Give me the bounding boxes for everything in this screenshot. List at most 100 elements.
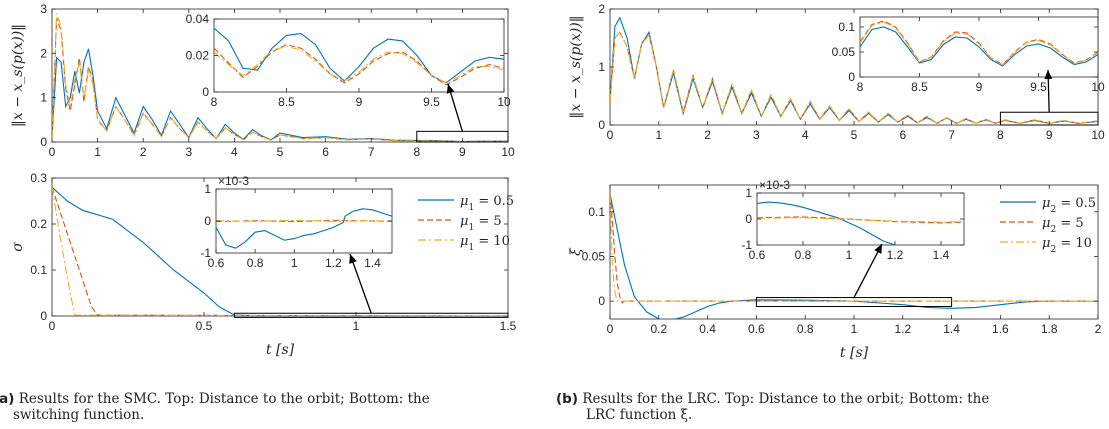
y-axis-label: ‖x − x_s(p(x))‖ <box>10 24 26 127</box>
series-line-3 <box>610 31 1098 124</box>
y-tick-label: 0 <box>40 135 47 149</box>
y-tick-label: 3 <box>40 2 47 16</box>
x-tick-label: 0.4 <box>699 322 716 336</box>
series-line-3 <box>52 187 508 316</box>
x-tick-label: 10 <box>1091 128 1105 142</box>
panel-a_bottom_inset: 0.6 0.8 1 1.2 1.4 -1 0 1 ×10-3 <box>200 174 393 270</box>
x-tick-label: 1.2 <box>894 322 911 336</box>
plot-area-a_top_inset <box>213 18 505 93</box>
series-line-2 <box>757 216 964 224</box>
x-tick-label: 2 <box>1095 322 1102 336</box>
legend-label-3: μ2 = 10 <box>1042 236 1092 255</box>
zoom-region-box <box>999 111 1099 126</box>
x-tick-label: 6 <box>899 128 906 142</box>
x-tick-label: 1.2 <box>887 248 904 262</box>
x-tick-label: 9 <box>976 80 983 94</box>
x-tick-label: 1.4 <box>933 248 950 262</box>
x-tick-label: 1 <box>291 256 298 270</box>
x-tick-label: 1.2 <box>325 256 342 270</box>
x-tick-label: 0.8 <box>247 256 264 270</box>
x-tick-label: 1 <box>655 128 662 142</box>
y-tick-label: 0.1 <box>30 263 47 277</box>
legend-b_bottom: μ2 = 0.5μ2 = 5μ2 = 10 <box>1000 196 1096 255</box>
series-group-b_top_inset <box>860 20 1098 67</box>
series-group-b_bottom_inset <box>757 201 964 245</box>
x-axis-label: t [s] <box>266 342 295 358</box>
y-tick-label: 1 <box>745 186 752 200</box>
caption-a-line1: Results for the SMC. Top: Distance to th… <box>18 391 430 407</box>
y-tick-label: 0.05 <box>832 45 856 59</box>
x-tick-label: 0.6 <box>208 256 225 270</box>
x-tick-label: 0.6 <box>749 248 766 262</box>
x-tick-label: 0.5 <box>196 319 213 333</box>
x-tick-label: 9 <box>356 95 363 109</box>
x-tick-label: 8 <box>857 80 864 94</box>
series-line-2 <box>214 44 504 86</box>
series-group-b_top <box>610 16 1098 124</box>
series-line-3 <box>757 217 964 223</box>
x-tick-label: 0 <box>607 128 614 142</box>
x-tick-label: 7 <box>368 145 375 159</box>
series-group-a_top <box>52 13 508 142</box>
x-tick-label: 10 <box>1091 80 1105 94</box>
x-tick-label: 8 <box>997 128 1004 142</box>
zoom-arrow-head <box>349 254 357 264</box>
series-line-2 <box>610 193 1098 304</box>
legend-label-1: μ2 = 0.5 <box>1042 196 1096 215</box>
x-tick-label: 1 <box>353 319 360 333</box>
series-line-3 <box>610 193 1098 302</box>
caption-b-line1: Results for the LRC. Top: Distance to th… <box>582 391 990 407</box>
x-tick-label: 0 <box>607 322 614 336</box>
series-group-a_top_inset <box>214 27 504 86</box>
x-tick-label: 1 <box>851 322 858 336</box>
series-line-1 <box>52 186 508 316</box>
x-tick-label: 0 <box>49 319 56 333</box>
y-axis-label: σ <box>10 242 26 252</box>
x-tick-label: 0.6 <box>748 322 765 336</box>
y-tick-label: 0 <box>40 309 47 323</box>
series-line-1 <box>860 26 1098 67</box>
x-tick-label: 1.4 <box>943 322 960 336</box>
series-group-b_bottom <box>610 193 1098 319</box>
series-group-a_bottom_inset <box>216 208 392 249</box>
y-tick-label: 0.1 <box>588 205 605 219</box>
zoom-arrow <box>853 243 883 298</box>
y-tick-label: 1 <box>40 91 47 105</box>
y-tick-label: 0.05 <box>582 249 606 263</box>
axis-multiplier: ×10-3 <box>759 178 790 192</box>
y-tick-label: 0.2 <box>30 217 47 231</box>
x-tick-label: 8.5 <box>911 80 928 94</box>
y-tick-label: 0 <box>598 294 605 308</box>
x-tick-label: 0.8 <box>795 248 812 262</box>
x-tick-label: 6 <box>322 145 329 159</box>
legend-a_bottom: μ1 = 0.5μ1 = 5μ1 = 10 <box>418 194 514 253</box>
x-tick-label: 1.4 <box>364 256 381 270</box>
y-tick-label: 0 <box>848 70 855 84</box>
series-line-1 <box>214 27 504 84</box>
y-tick-label: 2 <box>598 2 605 16</box>
x-tick-label: 9 <box>459 145 466 159</box>
y-tick-label: 0 <box>204 214 211 228</box>
x-tick-label: 8 <box>413 145 420 159</box>
x-tick-label: 1.5 <box>500 319 517 333</box>
x-tick-label: 0.8 <box>797 322 814 336</box>
x-tick-label: 5 <box>851 128 858 142</box>
series-line-3 <box>216 219 392 222</box>
plot-area-b_bottom_inset <box>756 192 965 246</box>
y-tick-label: -1 <box>200 246 211 260</box>
x-tick-label: 0 <box>49 145 56 159</box>
caption-a-line2: switching function. <box>13 407 145 423</box>
caption-b-label: (b) <box>556 391 579 407</box>
x-tick-label: 3 <box>753 128 760 142</box>
x-tick-label: 3 <box>185 145 192 159</box>
series-line-1 <box>757 201 896 245</box>
y-axis-label: ‖x − x_s(p(x))‖ <box>568 15 584 118</box>
x-axis-label: t [s] <box>840 345 869 361</box>
series-line-3 <box>214 45 504 84</box>
x-tick-label: 8 <box>211 95 218 109</box>
y-tick-label: -1 <box>741 238 752 252</box>
x-tick-label: 4 <box>231 145 238 159</box>
panel-b_top_inset: 8 8.5 9 9.5 10 0 0.05 0.1 <box>832 16 1105 94</box>
x-tick-label: 2 <box>704 128 711 142</box>
x-tick-label: 10 <box>497 95 511 109</box>
